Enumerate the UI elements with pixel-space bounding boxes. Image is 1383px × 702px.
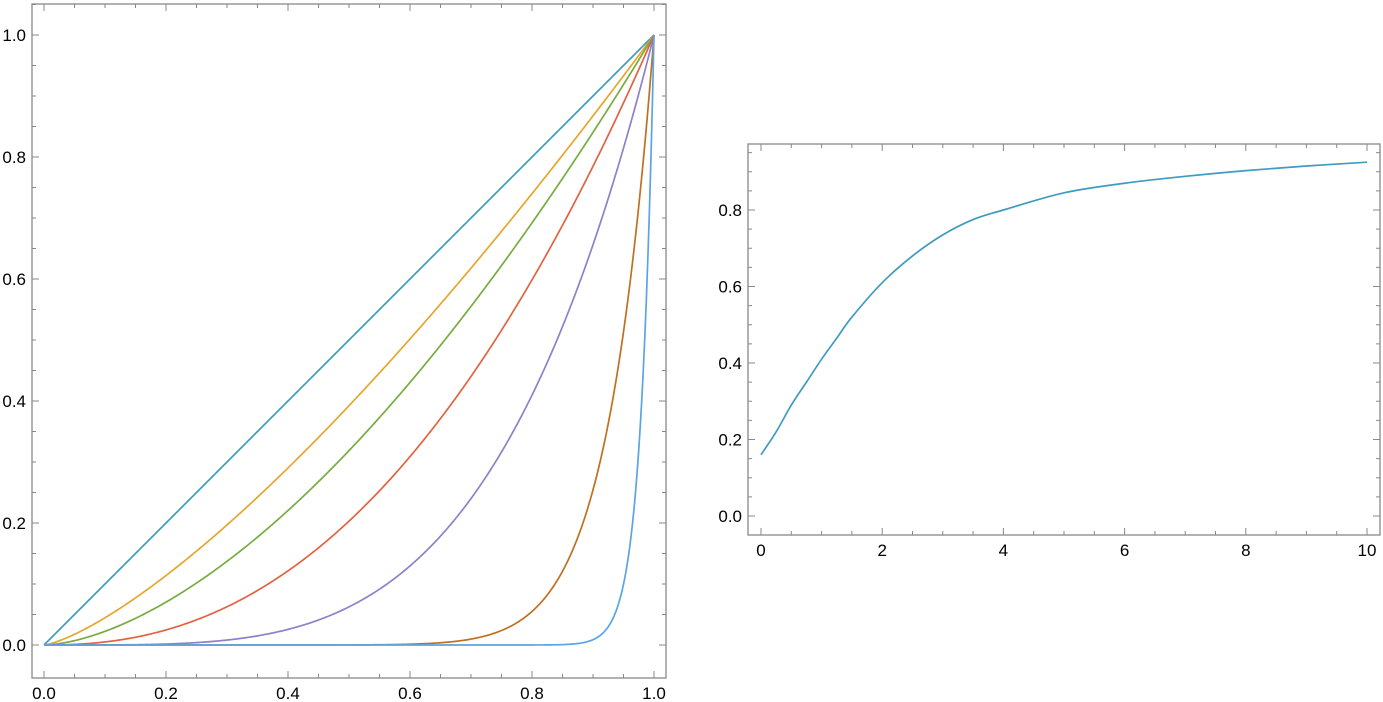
y-tick-label: 0.8 (718, 201, 742, 220)
x-tick-label: 0.4 (276, 684, 300, 702)
y-tick-label: 0.0 (718, 507, 742, 526)
chart-right-saturation-curve: 0 2 4 6 8 10 0.0 0.2 0.4 0.6 0.8 (718, 143, 1381, 560)
chart-left-power-curves: 0.0 0.2 0.4 0.6 0.8 1.0 0.0 0.2 0.4 0.6 0.8 1.0 (2, 3, 667, 702)
y-tick-label: 0.4 (2, 392, 26, 411)
x-tick-label: 10 (1358, 541, 1377, 560)
x-tick-label: 8 (1241, 541, 1250, 560)
y-tick-label: 0.6 (718, 278, 742, 297)
series-line-1 (43, 34, 655, 646)
y-tick-label: 0.2 (2, 514, 26, 533)
x-tick-label: 6 (1120, 541, 1129, 560)
y-tick-label: 0.8 (2, 148, 26, 167)
y-tick-label: 0.6 (2, 270, 26, 289)
x-tick-label: 0 (756, 541, 765, 560)
x-tick-label: 0.0 (32, 684, 56, 702)
x-tick-label: 0.8 (520, 684, 544, 702)
x-tick-label: 0.6 (398, 684, 422, 702)
x-tick-label: 0.2 (154, 684, 178, 702)
series-line-3 (43, 34, 655, 646)
series-line-7 (44, 34, 655, 646)
plot-frame (747, 143, 1381, 536)
x-tick-label: 4 (999, 541, 1008, 560)
y-tick-label: 0.0 (2, 636, 26, 655)
y-tick-label: 0.2 (718, 431, 742, 450)
x-tick-label: 2 (877, 541, 886, 560)
y-tick-label: 1.0 (2, 26, 26, 45)
series-line-4 (44, 34, 655, 646)
x-tick-label: 1.0 (642, 684, 666, 702)
y-tick-label: 0.4 (718, 354, 742, 373)
series-line-2 (43, 34, 655, 646)
series-line-1 (760, 161, 1368, 456)
